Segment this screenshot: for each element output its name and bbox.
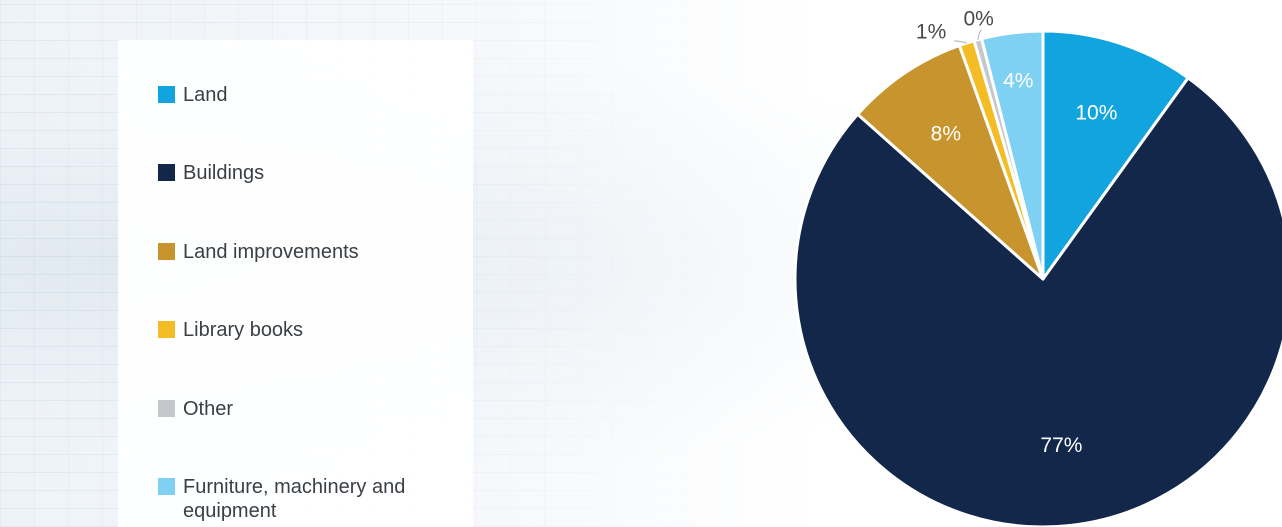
- legend-swatch-buildings: [158, 164, 175, 182]
- pie-label-library-books: 1%: [916, 21, 946, 44]
- legend: Land Buildings Land improvements Library…: [158, 83, 458, 527]
- legend-item-land: Land: [158, 83, 458, 161]
- legend-label-furniture-machinery-equipment: Furniture, machinery and equipment: [183, 475, 406, 522]
- legend-item-buildings: Buildings: [158, 161, 458, 239]
- legend-label-land-improvements: Land improvements: [183, 240, 359, 263]
- legend-item-land-improvements: Land improvements: [158, 240, 458, 318]
- legend-swatch-other: [158, 399, 175, 417]
- legend-item-furniture-machinery-equipment: Furniture, machinery and equipment: [158, 475, 458, 527]
- pie-slices: [793, 29, 1282, 527]
- legend-swatch-library-books: [158, 321, 175, 339]
- legend-swatch-land-improvements: [158, 242, 175, 260]
- legend-label-land: Land: [183, 84, 228, 106]
- legend-swatch-furniture-machinery-equipment: [158, 477, 175, 495]
- pie-leader-library-books: [954, 40, 967, 44]
- pie-label-land: 10%: [1075, 101, 1117, 124]
- pie-slice-furniture-machinery-equipment: [980, 29, 1045, 281]
- pie-label-furniture-machinery-equipment: 4%: [1003, 70, 1033, 93]
- pie-label-land-improvements: 8%: [931, 123, 961, 146]
- legend-swatch-land: [158, 86, 175, 103]
- pie-slice-buildings: [793, 76, 1282, 527]
- pie-slice-land: [1041, 29, 1190, 281]
- pie-label-buildings: 77%: [1040, 434, 1082, 457]
- legend-item-other: Other: [158, 397, 458, 475]
- pie-leader-other: [977, 29, 982, 40]
- pie-label-other: 0%: [963, 8, 993, 31]
- legend-label-library-books: Library books: [183, 319, 304, 342]
- pie-leader-lines: [954, 29, 982, 44]
- legend-label-other: Other: [183, 397, 234, 420]
- legend-item-library-books: Library books: [158, 318, 458, 396]
- pie-slice-land-improvements: [856, 44, 1045, 281]
- pie-labels: 10% 77% 8% 1% 0% 4%: [916, 8, 1117, 458]
- legend-panel: [118, 40, 473, 527]
- legend-label-buildings: Buildings: [183, 162, 265, 185]
